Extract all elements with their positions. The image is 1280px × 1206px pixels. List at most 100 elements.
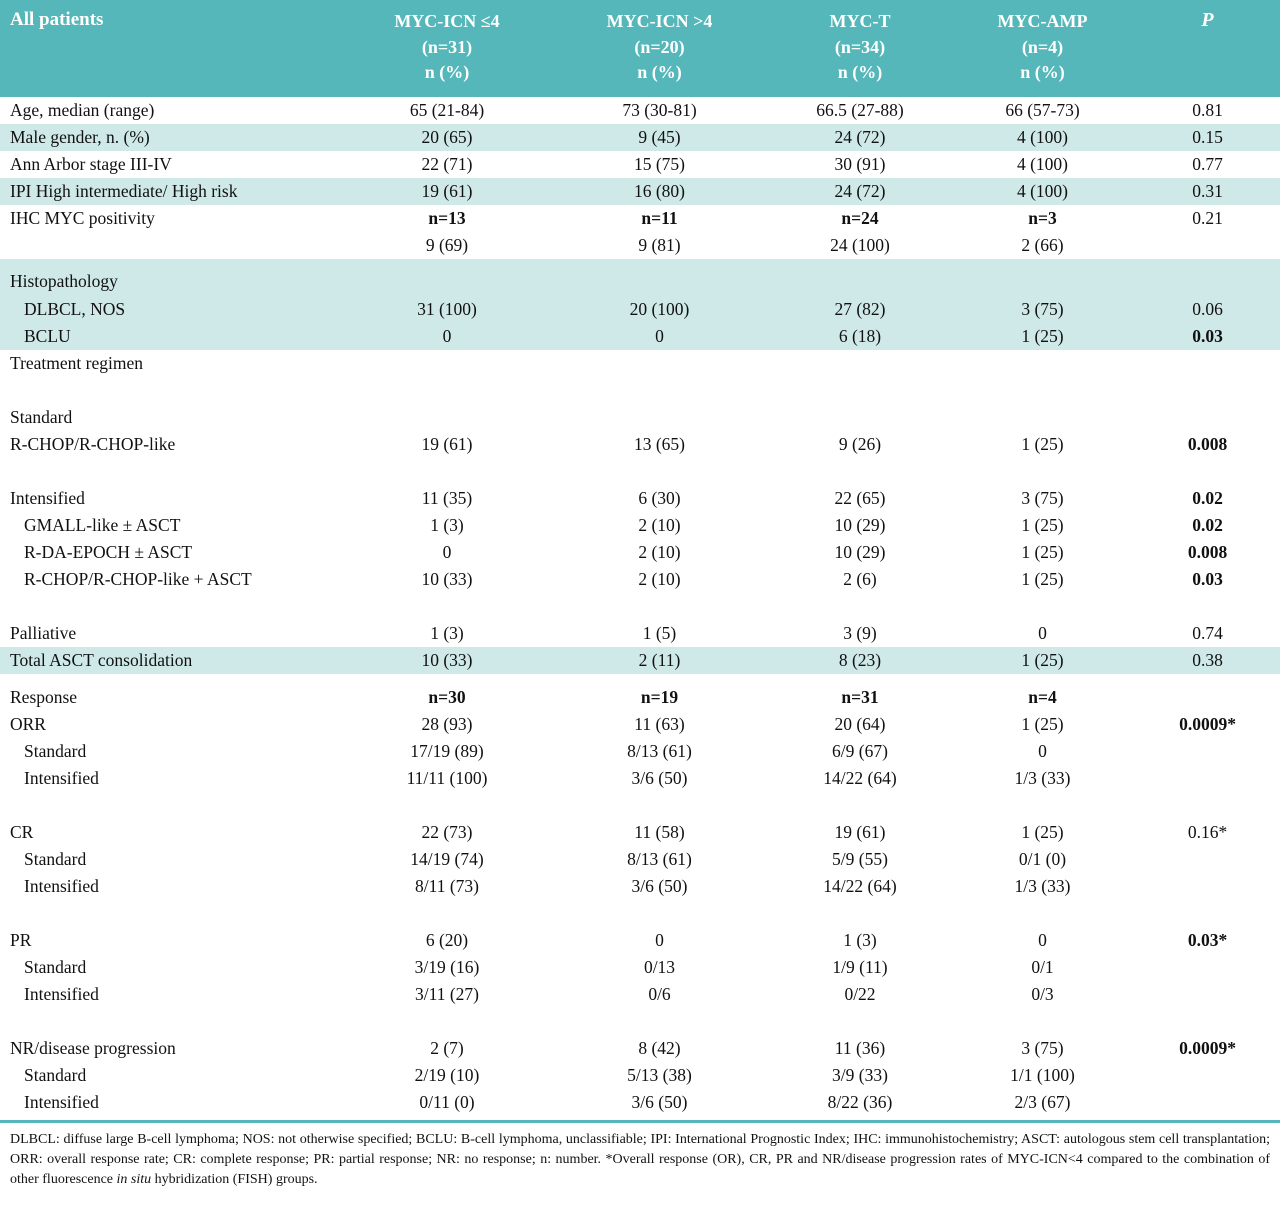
data-cell: 11 (58) xyxy=(634,821,685,842)
data-cell: 5/9 (55) xyxy=(832,848,888,869)
data-cell: 20 (65) xyxy=(421,126,473,147)
data-cell: 9 (81) xyxy=(638,234,681,255)
data-cell: 3 (75) xyxy=(1021,1037,1064,1058)
column-unit: n (%) xyxy=(837,62,883,83)
row-label: R-CHOP/R-CHOP-like xyxy=(10,433,176,454)
data-cell: 66 (57-73) xyxy=(1005,99,1080,120)
data-cell: 22 (65) xyxy=(834,487,886,508)
footnote-divider xyxy=(0,1119,1280,1123)
p-value-cell: 0.74 xyxy=(1192,622,1223,643)
row-label: Total ASCT consolidation xyxy=(10,649,193,670)
data-cell: 0 xyxy=(655,325,664,346)
p-value-cell: 0.16* xyxy=(1187,821,1228,842)
data-cell: 4 (100) xyxy=(1016,153,1069,174)
table-row: Standard 2/19 (10) 5/13 (38) 3/9 (33) 1/1 (1… xyxy=(0,1062,1280,1089)
data-cell: 0 xyxy=(442,541,452,562)
data-cell: 14/22 (64) xyxy=(823,875,897,896)
table-row: Standard xyxy=(0,404,1280,431)
data-cell: 0 xyxy=(655,929,664,950)
data-cell: 1/3 (33) xyxy=(1014,767,1071,788)
data-cell: 19 (61) xyxy=(421,180,473,201)
table-row: Response n=30 n=19 n=31 n=4 xyxy=(0,684,1280,711)
table-row: 9 (69) 9 (81) 24 (100) 2 (66) xyxy=(0,232,1280,259)
data-cell: 1 (25) xyxy=(1021,514,1064,535)
table-row: Male gender, n. (%) 20 (65) 9 (45) 24 (72) 4… xyxy=(0,123,1280,151)
data-cell: 0/22 xyxy=(844,983,876,1004)
column-n: (n=20) xyxy=(634,36,685,57)
footnote-text: DLBCL: diffuse large B-cell lymphoma; NO… xyxy=(10,1131,1270,1188)
data-cell: 11 (63) xyxy=(634,713,685,734)
column-title: MYC-T xyxy=(829,11,891,31)
data-cell: 1 (25) xyxy=(1021,713,1064,734)
column-unit: n (%) xyxy=(424,62,470,83)
data-cell: 10 (29) xyxy=(834,514,886,535)
table-row: Treatment regimen xyxy=(0,350,1280,377)
data-cell: 3/6 (50) xyxy=(631,767,688,788)
data-cell: 0 xyxy=(1038,740,1047,761)
table-body: Age, median (range) 65 (21-84) 73 (30-81) 6… xyxy=(0,97,1280,1116)
data-cell: n=3 xyxy=(1028,207,1057,228)
table-row: PR 6 (20) 0 1 (3) 0 0.03* xyxy=(0,927,1280,954)
data-cell: 28 (93) xyxy=(421,713,473,734)
data-cell: 1 (25) xyxy=(1021,568,1064,589)
data-cell: 2 (10) xyxy=(638,541,681,562)
p-value-cell: 0.06 xyxy=(1192,298,1223,319)
data-cell: 2 (66) xyxy=(1021,234,1064,255)
column-header-myc-icn-le4: MYC-ICN ≤4 (n=31) n (%) xyxy=(345,9,549,86)
row-label: Histopathology xyxy=(10,270,118,291)
data-cell: 6 (18) xyxy=(838,325,882,346)
footnote-text-end: hybridization (FISH) groups. xyxy=(151,1172,318,1188)
row-label: Intensified xyxy=(24,875,99,896)
data-cell: 8 (42) xyxy=(638,1037,681,1058)
data-cell: 0/6 xyxy=(648,983,671,1004)
spacer-row xyxy=(0,792,1280,819)
row-label: Intensified xyxy=(24,983,99,1004)
row-label: Treatment regimen xyxy=(10,352,144,373)
table-row: R-DA-EPOCH ± ASCT 0 2 (10) 10 (29) 1 (25) 0.0… xyxy=(0,539,1280,566)
data-cell: 27 (82) xyxy=(834,298,886,319)
table-row: Intensified 3/11 (27) 0/6 0/22 0/3 xyxy=(0,981,1280,1008)
data-cell: 17/19 (89) xyxy=(410,740,484,761)
p-value-cell: 0.0009* xyxy=(1179,1037,1236,1058)
p-value-cell: 0.03 xyxy=(1192,325,1223,346)
row-label: Age, median (range) xyxy=(10,99,155,120)
column-n: (n=4) xyxy=(1021,36,1064,57)
data-cell: 1 (3) xyxy=(430,622,464,643)
data-cell: 13 (65) xyxy=(633,433,686,454)
data-cell: 1/3 (33) xyxy=(1014,875,1071,896)
data-cell: n=31 xyxy=(841,686,879,707)
header-all-patients: All patients xyxy=(10,9,104,30)
table-row: GMALL-like ± ASCT 1 (3) 2 (10) 10 (29) 1 (25… xyxy=(0,512,1280,539)
column-title: MYC-AMP xyxy=(997,11,1088,31)
data-cell: 1 (25) xyxy=(1021,325,1064,346)
column-title: MYC-ICN ≤4 xyxy=(394,11,500,31)
data-cell: 65 (21-84) xyxy=(409,99,485,120)
table-header-row: All patients MYC-ICN ≤4 (n=31) n (%) MYC… xyxy=(0,0,1280,97)
data-cell: 20 (64) xyxy=(834,713,886,734)
data-cell: 1 (5) xyxy=(642,622,677,643)
data-cell: n=11 xyxy=(641,207,678,228)
row-label: Intensified xyxy=(24,767,99,788)
table-row: Intensified 0/11 (0) 3/6 (50) 8/22 (36) 2/3 … xyxy=(0,1089,1280,1116)
row-label: DLBCL, NOS xyxy=(24,298,126,319)
column-header-myc-icn-gt4: MYC-ICN >4 (n=20) n (%) xyxy=(549,9,770,86)
data-cell: 1 (25) xyxy=(1021,649,1064,670)
table-row: BCLU 0 0 6 (18) 1 (25) 0.03 xyxy=(0,322,1280,350)
row-label: Response xyxy=(10,686,78,707)
data-cell: 2/19 (10) xyxy=(414,1064,480,1085)
row-label: R-CHOP/R-CHOP-like + ASCT xyxy=(24,568,252,589)
data-cell: 3 (75) xyxy=(1021,298,1064,319)
row-label: IHC MYC positivity xyxy=(10,207,155,228)
data-cell: 66.5 (27-88) xyxy=(816,99,904,120)
row-label: PR xyxy=(10,929,32,950)
data-cell: 4 (100) xyxy=(1016,180,1069,201)
table-row: ORR 28 (93) 11 (63) 20 (64) 1 (25) 0.0009* xyxy=(0,711,1280,738)
data-cell: 0 xyxy=(1038,622,1047,643)
spacer-row xyxy=(0,900,1280,927)
data-cell: 1 (3) xyxy=(843,929,877,950)
data-cell: 3/9 (33) xyxy=(832,1064,888,1085)
p-value-cell: 0.15 xyxy=(1192,126,1223,147)
data-cell: 8 (23) xyxy=(838,649,882,670)
table-row: Intensified 8/11 (73) 3/6 (50) 14/22 (64) 1/… xyxy=(0,873,1280,900)
